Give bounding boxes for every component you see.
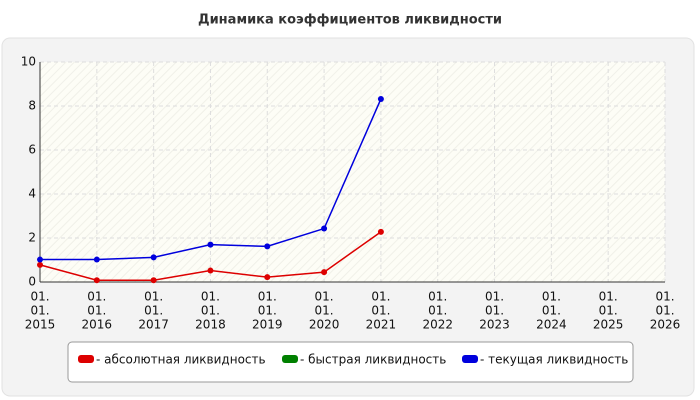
x-tick-label: 01. bbox=[87, 290, 106, 304]
x-tick-label: 01. bbox=[371, 290, 390, 304]
x-tick-label: 01. bbox=[201, 304, 220, 318]
x-tick-label: 01. bbox=[371, 304, 390, 318]
chart-title: Динамика коэффициентов ликвидности bbox=[198, 13, 502, 28]
point bbox=[150, 254, 157, 261]
plot-area bbox=[40, 62, 665, 282]
point bbox=[93, 256, 100, 263]
y-tick-label: 4 bbox=[28, 187, 36, 201]
x-tick-label: 2021 bbox=[366, 318, 397, 332]
point bbox=[264, 274, 271, 281]
legend-label: - быстрая ликвидность bbox=[300, 353, 446, 367]
legend-label: - текущая ликвидность bbox=[480, 353, 628, 367]
y-tick-label: 0 bbox=[28, 275, 36, 289]
x-tick-label: 2023 bbox=[479, 318, 510, 332]
x-tick-label: 01. bbox=[428, 290, 447, 304]
point bbox=[207, 267, 214, 274]
legend-swatch bbox=[282, 355, 298, 363]
x-tick-label: 01. bbox=[542, 290, 561, 304]
x-tick-label: 01. bbox=[599, 290, 618, 304]
x-tick-label: 01. bbox=[655, 304, 674, 318]
x-tick-label: 01. bbox=[258, 304, 277, 318]
x-tick-label: 01. bbox=[485, 304, 504, 318]
x-tick-label: 2020 bbox=[309, 318, 340, 332]
x-tick-label: 01. bbox=[201, 290, 220, 304]
legend-swatch bbox=[462, 355, 478, 363]
point bbox=[37, 261, 43, 268]
x-tick-label: 01. bbox=[315, 290, 334, 304]
point bbox=[321, 225, 328, 232]
x-tick-label: 01. bbox=[258, 290, 277, 304]
x-tick-label: 01. bbox=[655, 290, 674, 304]
x-tick-label: 01. bbox=[30, 290, 49, 304]
x-tick-label: 2025 bbox=[593, 318, 624, 332]
x-tick-label: 2026 bbox=[650, 318, 681, 332]
y-tick-label: 6 bbox=[28, 143, 36, 157]
x-tick-label: 2024 bbox=[536, 318, 567, 332]
x-tick-label: 01. bbox=[30, 304, 49, 318]
legend-swatch bbox=[78, 355, 94, 363]
x-tick-label: 01. bbox=[485, 290, 504, 304]
x-tick-label: 2016 bbox=[82, 318, 113, 332]
x-tick-label: 2022 bbox=[422, 318, 453, 332]
x-tick-label: 2015 bbox=[25, 318, 56, 332]
point bbox=[377, 95, 384, 102]
x-tick-label: 01. bbox=[542, 304, 561, 318]
point bbox=[150, 277, 157, 284]
point bbox=[93, 277, 100, 284]
y-tick-label: 8 bbox=[28, 99, 36, 113]
y-tick-label: 10 bbox=[21, 55, 36, 69]
x-tick-label: 2018 bbox=[195, 318, 226, 332]
x-tick-label: 01. bbox=[428, 304, 447, 318]
point bbox=[264, 243, 271, 250]
y-tick-label: 2 bbox=[28, 231, 36, 245]
x-tick-label: 01. bbox=[315, 304, 334, 318]
x-tick-label: 2019 bbox=[252, 318, 283, 332]
x-tick-label: 2017 bbox=[138, 318, 169, 332]
x-tick-label: 01. bbox=[144, 304, 163, 318]
x-tick-label: 01. bbox=[144, 290, 163, 304]
x-tick-label: 01. bbox=[87, 304, 106, 318]
point bbox=[37, 256, 43, 263]
point bbox=[321, 269, 328, 276]
x-tick-label: 01. bbox=[599, 304, 618, 318]
point bbox=[377, 228, 384, 235]
point bbox=[207, 241, 214, 248]
legend-box bbox=[67, 341, 634, 383]
legend-label: - абсолютная ликвидность bbox=[96, 353, 266, 367]
